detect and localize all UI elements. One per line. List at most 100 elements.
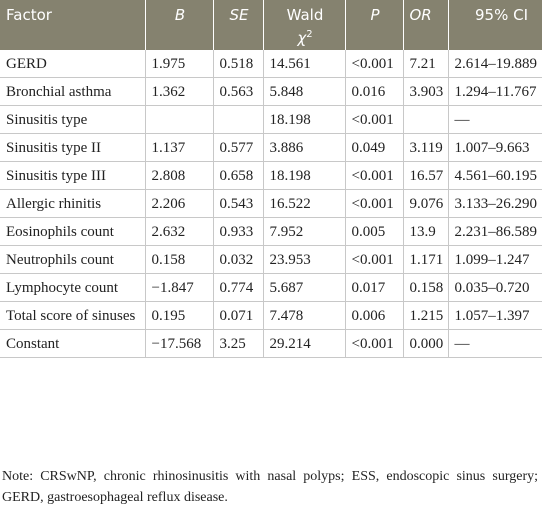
table-cell: 14.561 xyxy=(262,50,346,78)
cell-text: 1.171 xyxy=(409,252,444,268)
cell-text: 23.953 xyxy=(269,252,311,268)
table-cell: 0.563 xyxy=(212,77,264,106)
cell-text: 1.099–1.247 xyxy=(454,252,530,268)
table-cell: 0.518 xyxy=(212,50,264,78)
cell-text: 1.294–11.767 xyxy=(454,84,537,100)
cell-text: GERD xyxy=(6,56,47,72)
header-text: 95% CI xyxy=(474,6,528,24)
cell-text: 1.975 xyxy=(151,56,186,72)
table-cell: 0.543 xyxy=(212,189,264,218)
table-cell: <0.001 xyxy=(344,50,404,78)
table-cell: 1.362 xyxy=(144,77,214,106)
table-cell: 0.071 xyxy=(212,301,264,330)
header-cell: B xyxy=(145,0,214,50)
cell-text: 9.076 xyxy=(409,196,444,212)
table-cell: 7.21 xyxy=(402,50,449,78)
table-cell: 13.9 xyxy=(402,217,449,246)
table-cell: −17.568 xyxy=(144,329,214,358)
table-cell: 0.005 xyxy=(344,217,404,246)
table-cell: 9.076 xyxy=(402,189,449,218)
table-cell: 2.231–86.589 xyxy=(447,217,542,246)
cell-text: 1.137 xyxy=(151,140,186,156)
cell-text: 1.007–9.663 xyxy=(454,140,530,156)
table-cell: −1.847 xyxy=(144,273,214,302)
table-cell: 0.006 xyxy=(344,301,404,330)
table-cell xyxy=(212,105,264,134)
table-cell: Neutrophils count xyxy=(0,245,146,274)
note: Note: CRSwNP, chronic rhinosinusitis wit… xyxy=(2,469,538,505)
cell-text: 0.195 xyxy=(151,308,186,324)
header-cell: Wald χ2 xyxy=(263,0,346,50)
header-text: SE xyxy=(229,6,249,24)
cell-text: 29.214 xyxy=(269,336,311,352)
table-cell: 0.016 xyxy=(344,77,404,106)
header-cell: SE xyxy=(213,0,264,50)
cell-text: 0.577 xyxy=(219,140,254,156)
table-cell: 0.774 xyxy=(212,273,264,302)
table-cell: 1.171 xyxy=(402,245,449,274)
cell-text: 2.614–19.889 xyxy=(454,56,538,72)
cell-text: Eosinophils count xyxy=(6,224,114,240)
cell-text: 7.21 xyxy=(409,56,436,72)
table-row: Allergic rhinitis 2.206 0.543 16.522 <0.001 9… xyxy=(0,189,542,218)
cell-text: 0.518 xyxy=(219,56,254,72)
table-row: Bronchial asthma 1.362 0.563 5.848 0.016 3.90… xyxy=(0,77,542,106)
table-row: Total score of sinuses 0.195 0.071 7.478 0.0… xyxy=(0,301,542,330)
table-cell: Sinusitis type II xyxy=(0,133,146,162)
cell-text: 0.071 xyxy=(219,308,254,324)
table-cell: Total score of sinuses xyxy=(0,301,146,330)
cell-text: 0.658 xyxy=(219,168,254,184)
cell-text: 2.206 xyxy=(151,196,186,212)
cell-text: 0.035–0.720 xyxy=(454,280,530,296)
cell-text: 14.561 xyxy=(269,56,311,72)
table-cell: 2.614–19.889 xyxy=(447,50,542,78)
table-cell: 23.953 xyxy=(262,245,346,274)
table-cell: — xyxy=(447,105,542,134)
table-row: Eosinophils count 2.632 0.933 7.952 0.005 13.… xyxy=(0,217,542,246)
cell-text: 0.032 xyxy=(219,252,254,268)
table-cell xyxy=(144,105,214,134)
table-cell: 0.035–0.720 xyxy=(447,273,542,302)
table-cell: <0.001 xyxy=(344,161,404,190)
cell-text: 16.57 xyxy=(409,168,444,184)
cell-text: 3.886 xyxy=(269,140,304,156)
table-cell: 3.903 xyxy=(402,77,449,106)
cell-text: −1.847 xyxy=(151,280,194,296)
table-cell: 16.522 xyxy=(262,189,346,218)
table-cell: Lymphocyte count xyxy=(0,273,146,302)
header-text: OR xyxy=(409,6,432,24)
header-cell: 95% CI xyxy=(448,0,542,50)
table-body: GERD 1.975 0.518 14.561 <0.001 7.21 2.614–19.8… xyxy=(0,50,542,358)
cell-text: Total score of sinuses xyxy=(6,308,136,324)
table-cell: 7.478 xyxy=(262,301,346,330)
cell-text: 18.198 xyxy=(269,112,311,128)
table-cell: 0.577 xyxy=(212,133,264,162)
cell-text: 2.231–86.589 xyxy=(454,224,538,240)
cell-text: 5.848 xyxy=(269,84,304,100)
cell-text: Allergic rhinitis xyxy=(6,196,102,212)
cell-text: 0.933 xyxy=(219,224,254,240)
cell-text: <0.001 xyxy=(351,112,394,128)
cell-text: 5.687 xyxy=(269,280,304,296)
table-row: GERD 1.975 0.518 14.561 <0.001 7.21 2.614–19.8… xyxy=(0,50,542,78)
data-table: Factor B SE Wald χ2 P OR 95% CI GERD 1.975 0.518 1… xyxy=(0,0,542,358)
cell-text: <0.001 xyxy=(351,56,394,72)
table-cell: 1.007–9.663 xyxy=(447,133,542,162)
cell-text: 3.119 xyxy=(409,140,443,156)
table-cell: Bronchial asthma xyxy=(0,77,146,106)
cell-text: 7.478 xyxy=(269,308,304,324)
cell-text: Neutrophils count xyxy=(6,252,114,268)
cell-text: 0.016 xyxy=(351,84,386,100)
table-cell: 5.848 xyxy=(262,77,346,106)
table-cell: 0.000 xyxy=(402,329,449,358)
table-row: Lymphocyte count −1.847 0.774 5.687 0.017 0.1… xyxy=(0,273,542,302)
cell-text: 2.808 xyxy=(151,168,186,184)
table-cell xyxy=(402,105,449,134)
cell-text: <0.001 xyxy=(351,196,394,212)
table-cell: <0.001 xyxy=(344,189,404,218)
table-cell: GERD xyxy=(0,50,146,78)
table-cell: Eosinophils count xyxy=(0,217,146,246)
header-text: Factor xyxy=(6,6,52,24)
table-row: Sinusitis type 18.198 <0.001 — xyxy=(0,105,542,134)
